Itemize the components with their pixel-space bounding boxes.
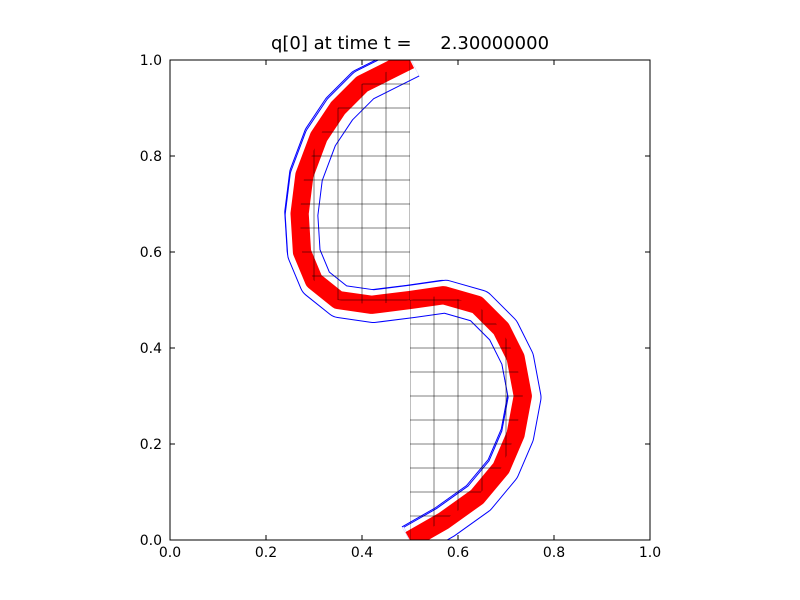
x-tick-label: 0.0: [159, 545, 181, 561]
y-tick-label: 0.0: [140, 533, 162, 549]
plot-area: [284, 60, 542, 540]
x-axis: 0.0 0.2 0.4 0.6 0.8 1.0: [159, 60, 661, 561]
x-tick-label: 0.6: [447, 545, 469, 561]
y-axis: 0.0 0.2 0.4 0.6 0.8 1.0: [140, 53, 650, 549]
y-tick-label: 0.4: [140, 341, 162, 357]
x-tick-label: 0.8: [543, 545, 565, 561]
axes-frame: [169, 59, 651, 541]
chart-title: q[0] at time t = 2.30000000: [271, 33, 549, 54]
x-tick-label: 0.4: [351, 545, 373, 561]
y-tick-label: 1.0: [140, 53, 162, 69]
y-tick-label: 0.2: [140, 437, 162, 453]
filled-region: [290, 60, 532, 540]
x-tick-label: 0.2: [255, 545, 277, 561]
y-tick-label: 0.6: [140, 245, 162, 261]
x-tick-label: 1.0: [639, 545, 661, 561]
y-tick-label: 0.8: [140, 149, 162, 165]
